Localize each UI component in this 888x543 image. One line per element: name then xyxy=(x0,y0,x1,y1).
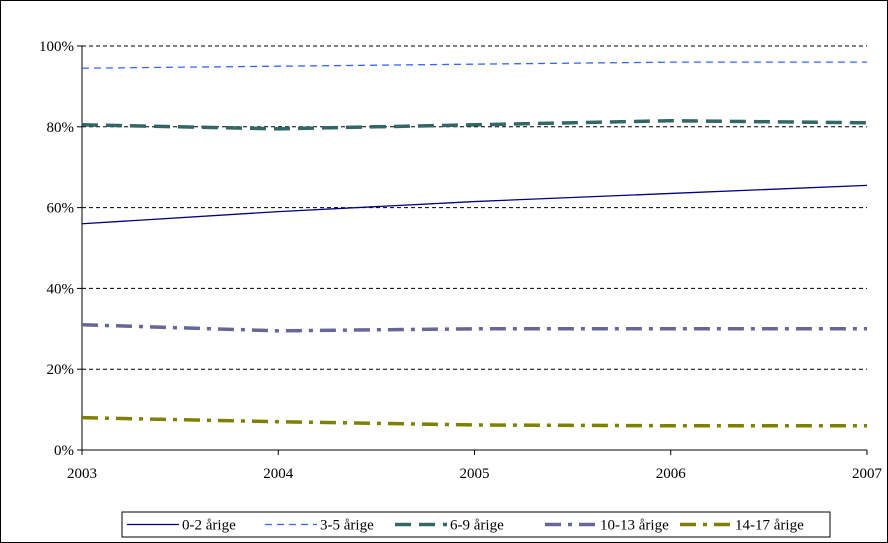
series-line-5 xyxy=(81,415,867,428)
series-line-1 xyxy=(81,184,868,225)
y-tick-label: 100% xyxy=(39,39,74,55)
series-line-3 xyxy=(81,118,868,131)
x-tick-label: 2004 xyxy=(263,466,294,482)
legend-label: 6-9 årige xyxy=(450,518,504,534)
legend-label: 3-5 årige xyxy=(320,518,374,534)
series-line-2 xyxy=(81,61,867,69)
y-tick-label: 60% xyxy=(47,201,75,217)
legend-box xyxy=(121,511,831,538)
legend-label: 0-2 årige xyxy=(182,518,236,534)
legend-label: 14-17 årige xyxy=(735,518,804,534)
y-tick-label: 20% xyxy=(47,362,75,378)
y-tick-label: 80% xyxy=(47,120,75,136)
x-tick-label: 2006 xyxy=(656,466,687,482)
x-tick-label: 2003 xyxy=(67,466,97,482)
y-tick-label: 0% xyxy=(54,443,74,459)
x-tick-label: 2007 xyxy=(852,466,883,482)
y-tick-label: 40% xyxy=(47,281,75,297)
series-line-4 xyxy=(81,323,867,333)
legend-label: 10-13 årige xyxy=(600,518,669,534)
x-tick-label: 2005 xyxy=(460,466,490,482)
